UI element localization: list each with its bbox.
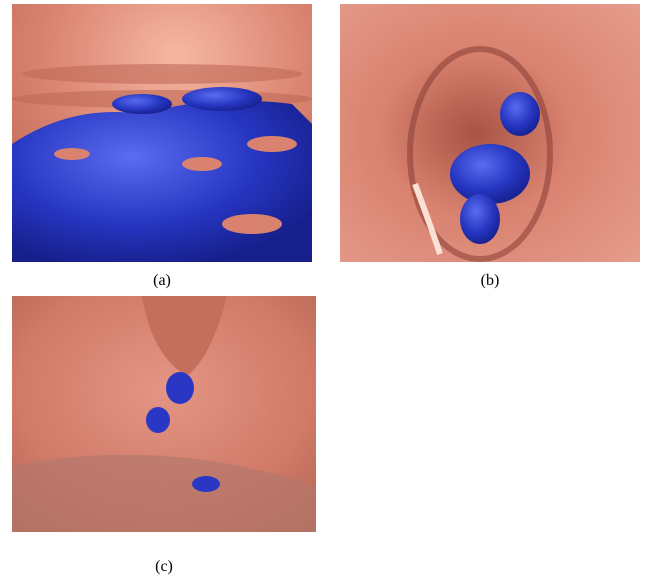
caption: (b) bbox=[460, 272, 520, 290]
panel-b-image bbox=[340, 4, 640, 262]
panel-c-image bbox=[12, 296, 316, 532]
page: (a) (b) (c) (() => { const data = JSON.p… bbox=[0, 0, 647, 587]
caption: (a) bbox=[132, 272, 192, 290]
panel-a-image bbox=[12, 4, 312, 262]
caption: (c) bbox=[134, 558, 194, 576]
